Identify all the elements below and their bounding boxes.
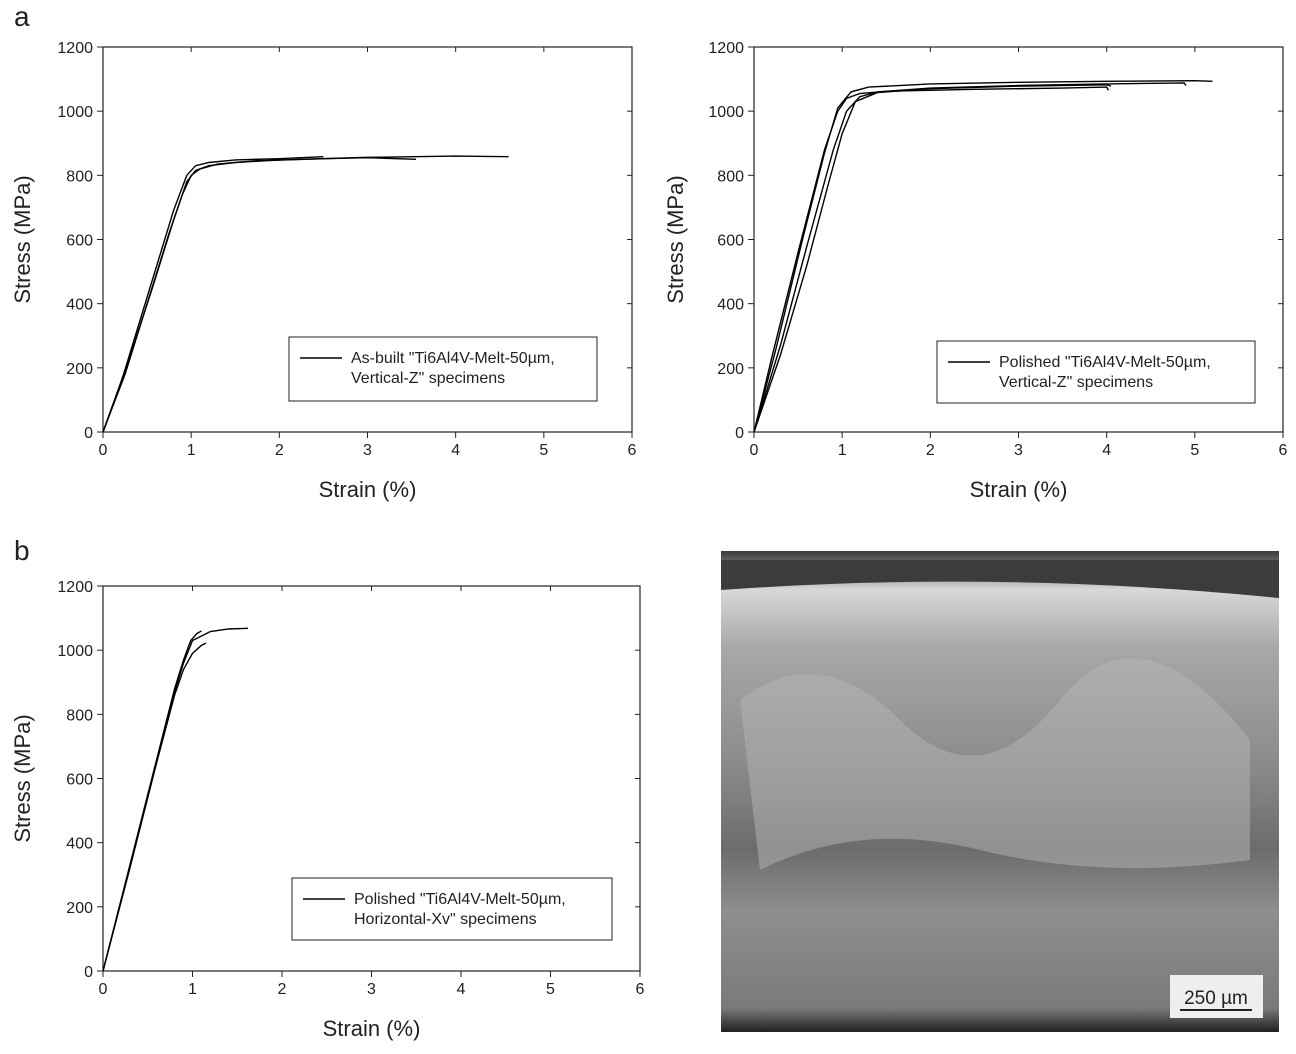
y-tick-label: 1200 [708,40,744,57]
x-tick-label: 2 [275,442,284,459]
x-tick-label: 1 [838,442,847,459]
x-tick-label: 5 [546,981,555,998]
y-tick-label: 200 [66,361,93,378]
legend-label: Horizontal-Xv" specimens [354,911,537,928]
scale-bar-label: 250 µm [1184,988,1248,1009]
y-tick-label: 200 [66,900,93,917]
x-tick-label: 1 [187,442,196,459]
legend-label: Polished "Ti6Al4V-Melt-50µm, [999,354,1211,371]
y-tick-label: 1200 [57,40,93,57]
x-tick-label: 1 [188,981,197,998]
x-tick-label: 6 [628,442,637,459]
y-tick-label: 1200 [57,579,93,596]
y-tick-label: 400 [66,297,93,314]
sem-background [721,560,1279,598]
y-tick-label: 1000 [57,643,93,660]
stress-strain-curve [102,155,509,433]
stress-strain-curve [102,156,324,433]
chart: 0 1 2 3 4 5 6 0 200 400 600 800 1000 1200 Strain (%) St… [663,40,1288,502]
y-tick-label: 800 [66,707,93,724]
legend-label: Polished "Ti6Al4V-Melt-50µm, [354,891,566,908]
stress-strain-curve [753,82,1187,433]
x-tick-label: 4 [457,981,466,998]
legend-box [288,336,598,402]
stress-strain-curve [102,627,249,972]
y-tick-label: 0 [735,425,744,442]
x-tick-label: 3 [363,442,372,459]
y-tick-label: 800 [717,168,744,185]
y-tick-label: 200 [717,361,744,378]
x-tick-label: 5 [539,442,548,459]
stress-strain-curve [102,630,202,972]
x-tick-label: 0 [99,981,108,998]
y-tick-label: 400 [66,836,93,853]
x-tick-label: 5 [1190,442,1199,459]
sem-texture [740,658,1250,870]
x-tick-label: 0 [99,442,108,459]
x-tick-label: 4 [1102,442,1111,459]
y-tick-label: 600 [66,233,93,250]
chart: 0 1 2 3 4 5 6 0 200 400 600 800 1000 1200 Strain (%) St… [10,579,645,1041]
legend-label: Vertical-Z" specimens [351,370,505,387]
y-axis-label: Stress (MPa) [663,175,688,303]
x-tick-label: 3 [1014,442,1023,459]
panel-label: a [14,1,30,32]
panel-label: b [14,535,30,566]
x-tick-label: 4 [451,442,460,459]
y-tick-label: 800 [66,168,93,185]
x-axis-label: Strain (%) [970,477,1068,502]
x-axis-label: Strain (%) [323,1016,421,1041]
y-tick-label: 1000 [57,104,93,121]
x-tick-label: 2 [926,442,935,459]
y-axis-label: Stress (MPa) [10,175,35,303]
x-tick-label: 2 [278,981,287,998]
stress-strain-curve [753,84,1112,433]
x-tick-label: 3 [367,981,376,998]
legend-label: Vertical-Z" specimens [999,374,1153,391]
sem-image: 250 µm [721,551,1279,1032]
y-tick-label: 400 [717,297,744,314]
y-tick-label: 600 [717,233,744,250]
stress-strain-curve [753,86,1110,433]
y-axis-label: Stress (MPa) [10,714,35,842]
chart: 0 1 2 3 4 5 6 0 200 400 600 800 1000 1200 Strain (%) St… [10,40,637,502]
stress-strain-curve [102,642,207,972]
x-tick-label: 6 [1279,442,1288,459]
y-tick-label: 0 [84,964,93,981]
y-tick-label: 1000 [708,104,744,121]
x-tick-label: 6 [636,981,645,998]
stress-strain-curve [753,79,1213,433]
x-axis-label: Strain (%) [319,477,417,502]
y-tick-label: 0 [84,425,93,442]
x-tick-label: 0 [750,442,759,459]
legend-box [291,877,613,941]
legend-box [936,340,1256,404]
legend-label: As-built "Ti6Al4V-Melt-50µm, [351,350,555,367]
y-tick-label: 600 [66,772,93,789]
